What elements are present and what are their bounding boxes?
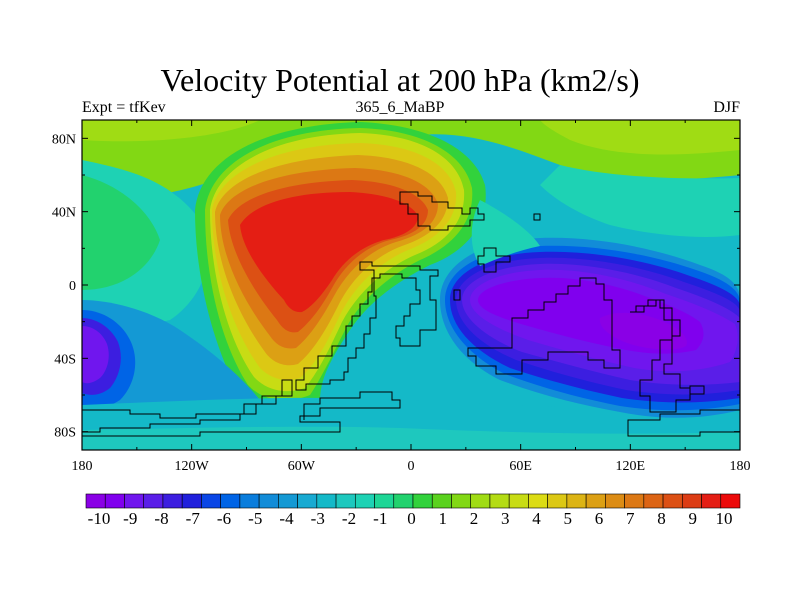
velocity-potential-field <box>82 120 740 450</box>
lat-tick-label: 40N <box>52 206 76 221</box>
colorbar-swatch <box>566 493 587 509</box>
case-label: 365_6_MaBP <box>355 99 445 116</box>
colorbar-label: 0 <box>407 509 416 528</box>
colorbar-swatch <box>431 493 452 509</box>
colorbar-label: 2 <box>470 509 479 528</box>
lat-tick-label: 0 <box>69 279 76 294</box>
colorbar-swatch <box>85 493 106 509</box>
colorbar-swatch <box>643 493 664 509</box>
colorbar-label: 4 <box>532 509 541 528</box>
colorbar-swatch <box>239 493 260 509</box>
colorbar-label: 1 <box>439 509 448 528</box>
colorbar-label: -2 <box>342 509 356 528</box>
colorbar-swatch <box>181 493 202 509</box>
coast-antarctica-west <box>82 379 293 433</box>
colorbar-label: 8 <box>657 509 666 528</box>
field-band-north-2 <box>540 120 740 155</box>
coast-americas-africa <box>295 261 439 391</box>
colorbar-swatch <box>354 493 375 509</box>
colorbar-swatch <box>701 493 722 509</box>
colorbar-label: 9 <box>689 509 698 528</box>
colorbar-label: -8 <box>154 509 168 528</box>
coastlines <box>82 191 740 437</box>
field-band-west-2 <box>82 175 160 290</box>
colorbar-swatch <box>470 493 491 509</box>
lon-tick-label: 180 <box>730 459 751 474</box>
colorbar-swatch <box>393 493 414 509</box>
season-label: DJF <box>713 99 740 116</box>
colorbar-swatch <box>258 493 279 509</box>
colorbar-label: 6 <box>595 509 604 528</box>
lon-tick-label: 0 <box>408 459 415 474</box>
colorbar-label: -6 <box>217 509 231 528</box>
lon-tick-label: 120E <box>616 459 646 474</box>
lon-tick-label: 120W <box>175 459 210 474</box>
colorbar-swatch <box>316 493 337 509</box>
field-band-africa <box>471 200 540 266</box>
lon-tick-label: 60W <box>288 459 316 474</box>
colorbar-swatch <box>681 493 702 509</box>
colorbar-label: -10 <box>88 509 111 528</box>
colorbar-swatch <box>547 493 568 509</box>
colorbar-swatch <box>335 493 356 509</box>
coast-arabia <box>477 247 511 273</box>
colorbar-label: 5 <box>564 509 573 528</box>
colorbar-label: -1 <box>373 509 387 528</box>
colorbar-swatch <box>720 493 741 509</box>
coast-europe <box>399 191 485 231</box>
colorbar-swatch <box>451 493 472 509</box>
coast-newzealand <box>689 385 705 395</box>
colorbar-swatch <box>528 493 548 509</box>
colorbar-label: 7 <box>626 509 635 528</box>
colorbar-swatch <box>220 493 241 509</box>
colorbar-swatch <box>297 493 318 509</box>
coast-australia-region <box>630 299 691 413</box>
colorbar-swatch <box>508 493 529 509</box>
colorbar-label: -3 <box>311 509 325 528</box>
colorbar-swatch <box>624 493 645 509</box>
field-max-level-8 <box>240 192 418 313</box>
colorbar-swatch <box>143 493 164 509</box>
field-band-antarctic <box>82 426 740 450</box>
coast-indian-region <box>467 277 621 375</box>
colorbar-swatch <box>489 493 510 509</box>
coast-antarctica-peninsula <box>82 391 401 437</box>
colorbar-swatch <box>104 493 125 509</box>
colorbar-swatch <box>124 493 145 509</box>
colorbar-swatch <box>374 493 395 509</box>
colorbar-swatch <box>662 493 683 509</box>
colorbar-label: 10 <box>716 509 733 528</box>
colorbar-label: 3 <box>501 509 510 528</box>
experiment-label: Expt = tfKev <box>82 99 166 116</box>
latitude-ticks: 80N 40N 0 40S 80S <box>52 132 740 441</box>
longitude-ticks: 180 120W 60W 0 60E 120E 180 <box>72 120 751 474</box>
colorbar-label: -5 <box>248 509 262 528</box>
colorbar-swatch <box>605 493 625 509</box>
plot-title: Velocity Potential at 200 hPa (km2/s) <box>160 62 640 98</box>
field-band-east <box>540 165 740 237</box>
lat-tick-label: 40S <box>54 352 76 367</box>
colorbar-label: -9 <box>123 509 137 528</box>
field-band-northwest <box>82 120 260 142</box>
lat-tick-label: 80S <box>54 426 76 441</box>
coast-madagascar-region <box>453 289 461 301</box>
lat-tick-label: 80N <box>52 132 76 147</box>
field-min-west-3 <box>82 326 109 384</box>
colorbar-swatch <box>585 493 606 509</box>
colorbar-swatch <box>201 493 221 509</box>
colorbar: -10 -9 -8 -7 -6 -5 -4 -3 -2 -1 0 1 2 3 4 5 6 7 8 9 10 <box>85 493 741 528</box>
colorbar-label: -4 <box>279 509 294 528</box>
colorbar-swatch <box>412 493 433 509</box>
lon-tick-label: 60E <box>509 459 532 474</box>
lon-tick-label: 180 <box>72 459 93 474</box>
colorbar-label: -7 <box>186 509 201 528</box>
colorbar-swatch <box>162 493 183 509</box>
coast-antarctica-east <box>627 409 740 437</box>
coast-caspian <box>533 213 541 221</box>
colorbar-swatch <box>278 493 298 509</box>
